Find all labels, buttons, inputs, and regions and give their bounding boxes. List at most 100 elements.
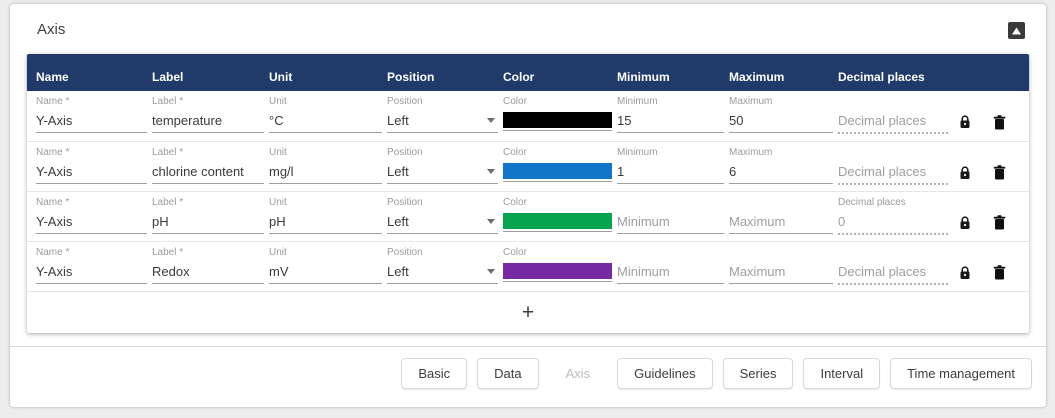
- maximum-input[interactable]: [729, 162, 833, 184]
- unit-label: Unit: [269, 197, 287, 208]
- unit-cell: Unit: [269, 192, 382, 241]
- color-cell: Color: [503, 242, 612, 291]
- table-row: Name * Label * Unit Position Left Color …: [27, 141, 1029, 191]
- minimum-label: Minimum: [617, 96, 658, 107]
- color-picker[interactable]: [503, 213, 612, 232]
- chevron-down-icon: [487, 169, 495, 174]
- axis-table: Name Label Unit Position Color Minimum Maximum…: [27, 54, 1029, 333]
- maximum-input[interactable]: [729, 262, 833, 284]
- decimal-places-cell: Decimal places: [838, 142, 948, 191]
- label-input[interactable]: [152, 162, 264, 184]
- lock-cell: [953, 242, 977, 291]
- delete-cell: [982, 192, 1016, 241]
- page-title: Axis: [37, 21, 66, 38]
- column-header-decimal-places: Decimal places: [838, 70, 925, 84]
- trash-icon[interactable]: [993, 165, 1006, 180]
- position-value: Left: [387, 113, 409, 128]
- unit-input[interactable]: [269, 111, 382, 133]
- decimal-places-cell: Decimal places: [838, 91, 948, 141]
- footer-button-time-management[interactable]: Time management: [890, 358, 1032, 389]
- color-swatch[interactable]: [503, 213, 612, 229]
- divider: [10, 346, 1046, 347]
- color-picker[interactable]: [503, 112, 612, 131]
- color-label: Color: [503, 96, 527, 107]
- decimal-places-input: [838, 162, 948, 185]
- image-icon[interactable]: [1007, 21, 1026, 40]
- color-label: Color: [503, 147, 527, 158]
- delete-cell: [982, 91, 1016, 141]
- minimum-input[interactable]: [617, 111, 724, 133]
- name-input[interactable]: [36, 111, 147, 133]
- position-cell: Position Left: [387, 242, 498, 291]
- name-input[interactable]: [36, 262, 147, 284]
- name-cell: Name *: [36, 242, 147, 291]
- label-input[interactable]: [152, 111, 264, 133]
- color-picker[interactable]: [503, 163, 612, 182]
- minimum-cell: Minimum: [617, 192, 724, 241]
- position-select[interactable]: Left: [387, 262, 498, 284]
- maximum-input[interactable]: [729, 111, 833, 133]
- maximum-input[interactable]: [729, 212, 833, 234]
- unit-input[interactable]: [269, 262, 382, 284]
- label-input[interactable]: [152, 212, 264, 234]
- label-label: Label *: [152, 247, 184, 258]
- unit-input[interactable]: [269, 162, 382, 184]
- label-cell: Label *: [152, 142, 264, 191]
- lock-cell: [953, 142, 977, 191]
- label-input[interactable]: [152, 262, 264, 284]
- footer-button-interval[interactable]: Interval: [803, 358, 881, 389]
- footer-button-axis: Axis: [549, 358, 608, 389]
- unit-label: Unit: [269, 247, 287, 258]
- color-swatch[interactable]: [503, 263, 612, 279]
- lock-cell: [953, 91, 977, 141]
- lock-icon[interactable]: [959, 165, 971, 180]
- maximum-cell: Maximum: [729, 142, 833, 191]
- color-cell: Color: [503, 142, 612, 191]
- maximum-cell: Maximum: [729, 91, 833, 141]
- axis-settings-card: Axis Name Label Unit Position Color Minimum Ma…: [10, 4, 1046, 407]
- unit-label: Unit: [269, 147, 287, 158]
- name-cell: Name *: [36, 192, 147, 241]
- position-select[interactable]: Left: [387, 212, 498, 234]
- minimum-input[interactable]: [617, 262, 724, 284]
- unit-cell: Unit: [269, 242, 382, 291]
- position-cell: Position Left: [387, 91, 498, 141]
- trash-icon[interactable]: [993, 265, 1006, 280]
- name-input[interactable]: [36, 212, 147, 234]
- footer-button-guidelines[interactable]: Guidelines: [617, 358, 713, 389]
- card-header: Axis: [10, 4, 1046, 40]
- lock-icon[interactable]: [959, 265, 971, 280]
- color-cell: Color: [503, 91, 612, 141]
- color-swatch[interactable]: [503, 112, 612, 128]
- position-select[interactable]: Left: [387, 111, 498, 133]
- name-label: Name *: [36, 247, 70, 258]
- minimum-input[interactable]: [617, 162, 724, 184]
- color-swatch[interactable]: [503, 163, 612, 179]
- lock-icon[interactable]: [959, 215, 971, 230]
- minimum-input[interactable]: [617, 212, 724, 234]
- color-picker[interactable]: [503, 263, 612, 282]
- unit-input[interactable]: [269, 212, 382, 234]
- label-label: Label *: [152, 197, 184, 208]
- footer-button-series[interactable]: Series: [722, 358, 794, 389]
- name-input[interactable]: [36, 162, 147, 184]
- trash-icon[interactable]: [993, 114, 1006, 130]
- maximum-cell: Maximum: [729, 192, 833, 241]
- trash-icon[interactable]: [993, 215, 1006, 230]
- label-cell: Label *: [152, 192, 264, 241]
- position-select[interactable]: Left: [387, 162, 498, 184]
- lock-icon[interactable]: [959, 115, 971, 129]
- footer-button-basic[interactable]: Basic: [401, 358, 468, 389]
- name-label: Name *: [36, 197, 70, 208]
- minimum-cell: Minimum: [617, 242, 724, 291]
- add-axis-button[interactable]: +: [27, 291, 1029, 333]
- label-label: Label *: [152, 147, 184, 158]
- footer-button-data[interactable]: Data: [477, 358, 539, 389]
- maximum-cell: Maximum: [729, 242, 833, 291]
- column-header-position: Position: [387, 70, 435, 84]
- decimal-places-input: [838, 212, 948, 235]
- unit-cell: Unit: [269, 91, 382, 141]
- position-value: Left: [387, 264, 409, 279]
- color-label: Color: [503, 197, 527, 208]
- table-row: Name * Label * Unit Position Left Color …: [27, 91, 1029, 141]
